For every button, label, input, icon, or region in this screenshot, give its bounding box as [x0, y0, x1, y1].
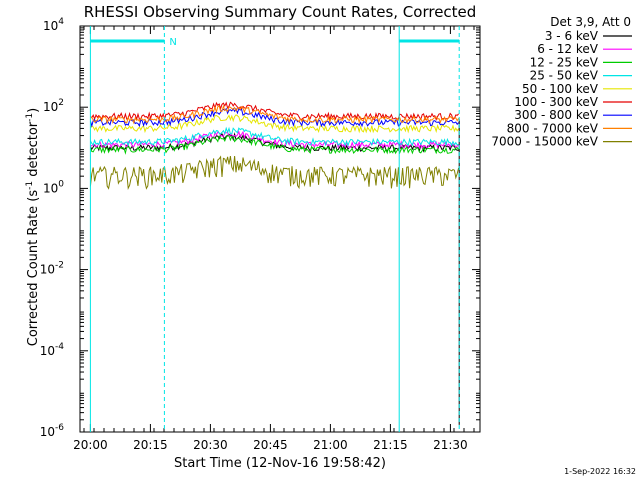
- y-tick-label-exponent: -4: [55, 342, 64, 352]
- night-label: N: [169, 37, 176, 48]
- y-tick-label: 100: [43, 179, 64, 195]
- y-tick-label-exponent: 0: [58, 179, 64, 189]
- y-axis-label-sup2: -1: [25, 113, 35, 122]
- y-tick-label-exponent: 2: [58, 98, 64, 108]
- y-tick-label: 10-2: [40, 261, 64, 277]
- plot-frame: [79, 25, 481, 433]
- y-axis-label-main: Corrected Count Rate (s: [26, 190, 41, 347]
- y-tick-label: 102: [43, 98, 64, 114]
- x-tick-label: 21:00: [313, 438, 348, 452]
- x-tick-label: 21:15: [373, 438, 408, 452]
- y-axis-label-end: ): [26, 108, 41, 113]
- y-axis-label-mid: detector: [26, 121, 41, 181]
- legend-label-6: 300 - 800 keV: [514, 108, 598, 122]
- series-line-4: [89, 114, 460, 134]
- legend-label-0: 3 - 6 keV: [545, 29, 599, 43]
- legend-title: Det 3,9, Att 0: [550, 15, 631, 29]
- x-tick-label: 20:15: [133, 438, 168, 452]
- footer-date: 1-Sep-2022 16:32: [564, 467, 636, 476]
- series-line-8: [89, 155, 460, 191]
- x-tick-label: 21:30: [433, 438, 468, 452]
- y-axis-label: Corrected Count Rate (s-1 detector-1): [25, 108, 41, 346]
- y-tick-label-exponent: -2: [55, 261, 64, 271]
- legend-label-4: 50 - 100 keV: [522, 82, 599, 96]
- y-tick-label-base: 10: [43, 19, 58, 33]
- x-tick-label: 20:30: [193, 438, 228, 452]
- legend-label-2: 12 - 25 keV: [530, 55, 599, 69]
- y-tick-label: 104: [43, 17, 64, 33]
- y-axis-label-sup1: -1: [25, 181, 35, 190]
- y-tick-label: 10-4: [40, 342, 65, 358]
- chart-title: RHESSI Observing Summary Count Rates, Co…: [84, 3, 477, 21]
- y-tick-label-base: 10: [40, 263, 55, 277]
- series-line-2: [89, 135, 460, 155]
- legend-label-3: 25 - 50 keV: [530, 69, 599, 83]
- series-line-7: [90, 104, 460, 125]
- y-tick-label-base: 10: [43, 181, 58, 195]
- legend-label-7: 800 - 7000 keV: [507, 121, 599, 135]
- y-tick-label: 10-6: [40, 423, 65, 439]
- x-axis-label: Start Time (12-Nov-16 19:58:42): [174, 456, 386, 471]
- legend-label-8: 7000 - 15000 keV: [491, 135, 598, 149]
- legend-label-5: 100 - 300 keV: [514, 95, 598, 109]
- y-tick-label-base: 10: [40, 344, 55, 358]
- y-tick-label-base: 10: [43, 100, 58, 114]
- y-tick-label-base: 10: [40, 425, 55, 439]
- legend-label-1: 6 - 12 keV: [537, 42, 599, 56]
- y-tick-label-exponent: 4: [58, 17, 64, 27]
- series-line-1: [90, 130, 459, 150]
- y-tick-label-exponent: -6: [55, 423, 64, 433]
- x-tick-label: 20:00: [73, 438, 108, 452]
- series-line-6: [89, 107, 459, 128]
- series-line-3: [89, 126, 459, 147]
- x-tick-label: 20:45: [253, 438, 288, 452]
